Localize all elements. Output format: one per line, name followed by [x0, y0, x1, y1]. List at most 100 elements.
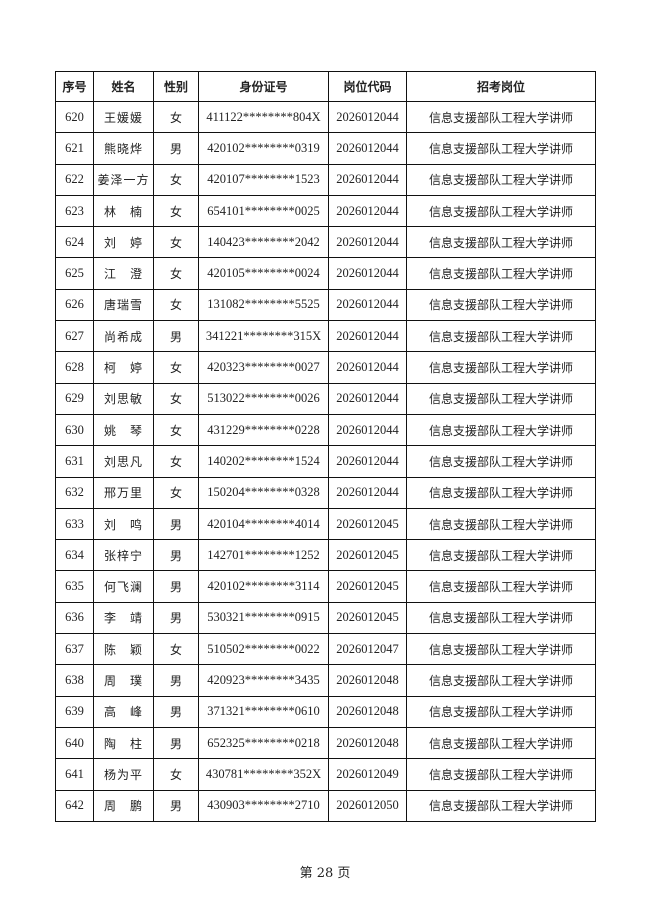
name-cell: 唐瑞雪 [93, 288, 154, 322]
name-cell: 陈 颖 [93, 633, 154, 666]
id-number-cell: 140423********2042 [198, 226, 329, 259]
table-row: 641 杨为平女 430781********352X 2026012049 信息支援部… [55, 758, 596, 791]
name-cell: 熊晓烨 [93, 132, 154, 165]
id-number-cell: 131082********5525 [198, 288, 329, 322]
index-cell: 622 [55, 163, 94, 196]
position-cell: 信息支援部队工程大学讲师 [406, 320, 596, 353]
id-number-cell: 420105********0024 [198, 257, 329, 290]
table-row: 620 王媛媛女 411122********804X 2026012044 信息支援部… [55, 100, 596, 134]
id-number-cell: 652325********0218 [198, 726, 329, 760]
name-cell: 刘 婷 [93, 226, 154, 259]
position-code-cell: 2026012045 [328, 601, 407, 635]
index-cell: 626 [55, 288, 94, 322]
header-col-position-code: 岗位代码 [328, 71, 407, 102]
index-cell: 628 [55, 351, 94, 384]
position-cell: 信息支援部队工程大学讲师 [406, 351, 596, 384]
name-cell: 刘思凡 [93, 445, 154, 478]
gender-cell: 男 [153, 789, 199, 822]
index-cell: 632 [55, 476, 94, 509]
position-cell: 信息支援部队工程大学讲师 [406, 100, 596, 134]
id-number-cell: 513022********0026 [198, 382, 329, 415]
header-col-position: 招考岗位 [406, 71, 596, 102]
index-cell: 639 [55, 695, 94, 728]
position-code-cell: 2026012048 [328, 664, 407, 697]
name-cell: 杨为平 [93, 758, 154, 791]
id-number-cell: 510502********0022 [198, 633, 329, 666]
index-cell: 631 [55, 445, 94, 478]
header-col-id-number: 身份证号 [198, 71, 329, 102]
gender-cell: 男 [153, 570, 199, 603]
table-row: 634 张梓宁男 142701********1252 2026012045 信息支援部… [55, 539, 596, 572]
position-cell: 信息支援部队工程大学讲师 [406, 789, 596, 822]
position-cell: 信息支援部队工程大学讲师 [406, 288, 596, 322]
id-number-cell: 411122********804X [198, 100, 329, 134]
position-code-cell: 2026012045 [328, 570, 407, 603]
table-row: 638 周 璞男 420923********3435 2026012048 信息支援部… [55, 664, 596, 697]
name-cell: 尚希成 [93, 320, 154, 353]
name-cell: 何飞澜 [93, 570, 154, 603]
id-number-cell: 420923********3435 [198, 664, 329, 697]
name-cell: 江 澄 [93, 257, 154, 290]
index-cell: 621 [55, 132, 94, 165]
position-code-cell: 2026012049 [328, 758, 407, 791]
index-cell: 638 [55, 664, 94, 697]
position-code-cell: 2026012044 [328, 194, 407, 228]
position-code-cell: 2026012044 [328, 382, 407, 415]
index-cell: 635 [55, 570, 94, 603]
table-row: 626 唐瑞雪女 131082********5525 2026012044 信息支援部… [55, 288, 596, 322]
gender-cell: 男 [153, 664, 199, 697]
id-number-cell: 530321********0915 [198, 601, 329, 635]
gender-cell: 男 [153, 132, 199, 165]
name-cell: 李 靖 [93, 601, 154, 635]
gender-cell: 女 [153, 758, 199, 791]
table-row: 642 周 鹏男 430903********2710 2026012050 信息支援部… [55, 789, 596, 822]
id-number-cell: 420323********0027 [198, 351, 329, 384]
position-cell: 信息支援部队工程大学讲师 [406, 382, 596, 415]
id-number-cell: 430903********2710 [198, 789, 329, 822]
index-cell: 624 [55, 226, 94, 259]
index-cell: 633 [55, 507, 94, 541]
position-cell: 信息支援部队工程大学讲师 [406, 664, 596, 697]
position-code-cell: 2026012050 [328, 789, 407, 822]
table-row: 636 李 靖男 530321********0915 2026012045 信息支援部… [55, 601, 596, 635]
gender-cell: 男 [153, 726, 199, 760]
name-cell: 张梓宁 [93, 539, 154, 572]
name-cell: 王媛媛 [93, 100, 154, 134]
position-code-cell: 2026012044 [328, 351, 407, 384]
gender-cell: 女 [153, 257, 199, 290]
table-row: 640 陶 柱男 652325********0218 2026012048 信息支援部… [55, 726, 596, 760]
id-number-cell: 150204********0328 [198, 476, 329, 509]
position-code-cell: 2026012044 [328, 163, 407, 196]
gender-cell: 女 [153, 100, 199, 134]
gender-cell: 女 [153, 194, 199, 228]
index-cell: 623 [55, 194, 94, 228]
id-number-cell: 420102********0319 [198, 132, 329, 165]
table-row: 621 熊晓烨男 420102********0319 2026012044 信息支援部… [55, 132, 596, 165]
gender-cell: 女 [153, 163, 199, 196]
table-row: 631 刘思凡女 140202********1524 2026012044 信息支援部… [55, 445, 596, 478]
index-cell: 620 [55, 100, 94, 134]
position-cell: 信息支援部队工程大学讲师 [406, 226, 596, 259]
id-number-cell: 431229********0228 [198, 413, 329, 447]
index-cell: 629 [55, 382, 94, 415]
name-cell: 姚 琴 [93, 413, 154, 447]
page-number: 第 28 页 [299, 866, 351, 881]
table-row: 639 高 峰男 371321********0610 2026012048 信息支援部… [55, 695, 596, 728]
name-cell: 周 璞 [93, 664, 154, 697]
gender-cell: 女 [153, 633, 199, 666]
index-cell: 641 [55, 758, 94, 791]
position-code-cell: 2026012044 [328, 132, 407, 165]
gender-cell: 女 [153, 476, 199, 509]
position-cell: 信息支援部队工程大学讲师 [406, 507, 596, 541]
position-cell: 信息支援部队工程大学讲师 [406, 445, 596, 478]
position-code-cell: 2026012048 [328, 726, 407, 760]
table-row: 629 刘思敏女 513022********0026 2026012044 信息支援部… [55, 382, 596, 415]
gender-cell: 女 [153, 445, 199, 478]
header-col-index: 序号 [55, 71, 94, 102]
id-number-cell: 140202********1524 [198, 445, 329, 478]
gender-cell: 男 [153, 601, 199, 635]
name-cell: 周 鹏 [93, 789, 154, 822]
position-cell: 信息支援部队工程大学讲师 [406, 695, 596, 728]
gender-cell: 男 [153, 539, 199, 572]
table-row: 627 尚希成男 341221********315X 2026012044 信息支援部… [55, 320, 596, 353]
